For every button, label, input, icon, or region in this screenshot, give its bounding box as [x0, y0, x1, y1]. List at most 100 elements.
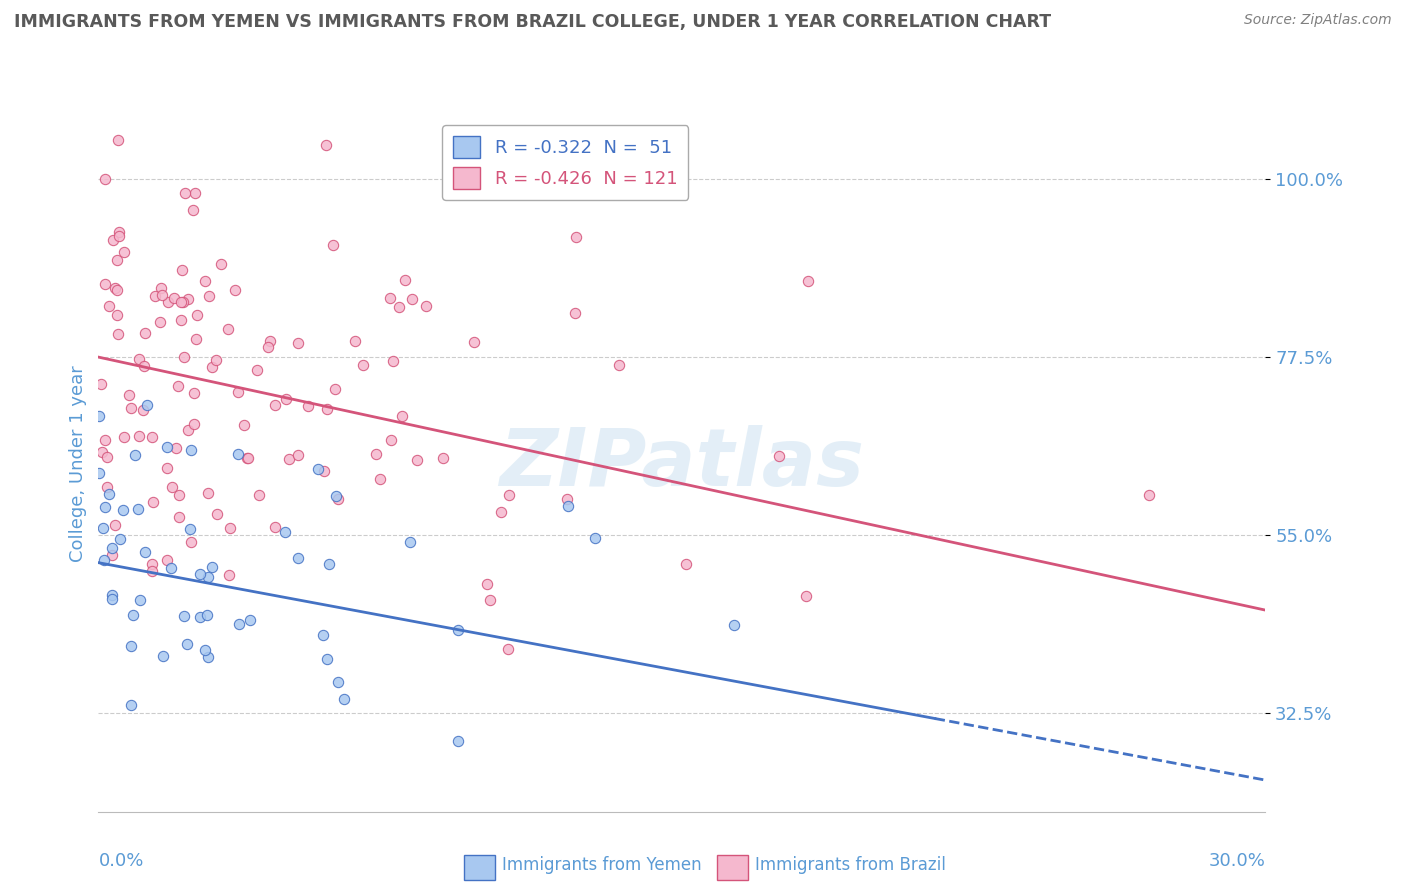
Point — [399, 535, 422, 549]
Point — [184, 332, 207, 346]
Point — [447, 623, 470, 637]
Point — [197, 650, 219, 665]
Point — [165, 441, 187, 455]
Point — [498, 488, 520, 502]
Point — [166, 379, 188, 393]
Point — [233, 418, 256, 433]
Point — [149, 315, 172, 329]
Point — [287, 448, 309, 462]
Point — [141, 564, 163, 578]
Point — [104, 280, 127, 294]
Point — [112, 430, 135, 444]
Point — [107, 228, 129, 243]
Point — [150, 288, 173, 302]
Point — [188, 610, 211, 624]
Point — [564, 306, 586, 320]
Point — [226, 447, 249, 461]
Point — [496, 642, 519, 657]
Point — [156, 553, 179, 567]
Point — [176, 423, 198, 437]
Point — [129, 593, 152, 607]
Point — [105, 252, 128, 267]
Point — [94, 172, 117, 186]
Point — [287, 550, 309, 565]
Point — [128, 429, 150, 443]
Point — [332, 691, 354, 706]
Point — [204, 352, 226, 367]
Point — [112, 244, 135, 259]
Point — [128, 352, 150, 367]
Point — [156, 440, 179, 454]
Point — [557, 499, 579, 513]
Text: Immigrants from Brazil: Immigrants from Brazil — [755, 856, 946, 874]
Point — [322, 238, 344, 252]
Point — [318, 557, 340, 571]
Point — [93, 433, 115, 447]
Point — [172, 294, 194, 309]
Point — [224, 283, 246, 297]
Point — [198, 288, 221, 302]
Point — [141, 429, 163, 443]
Point — [167, 488, 190, 502]
Point — [132, 402, 155, 417]
Point — [127, 502, 149, 516]
Point — [183, 417, 205, 431]
Point — [316, 652, 339, 666]
Point — [177, 293, 200, 307]
Point — [307, 462, 329, 476]
Point — [184, 186, 207, 200]
Point — [312, 464, 335, 478]
Point — [489, 505, 512, 519]
Point — [89, 466, 111, 480]
Point — [120, 401, 142, 415]
Legend: R = -0.322  N =  51, R = -0.426  N = 121: R = -0.322 N = 51, R = -0.426 N = 121 — [443, 125, 688, 200]
Point — [120, 698, 142, 713]
Text: Immigrants from Yemen: Immigrants from Yemen — [502, 856, 702, 874]
Point — [401, 292, 423, 306]
Point — [274, 524, 297, 539]
Point — [93, 553, 115, 567]
Point — [583, 532, 606, 546]
Point — [259, 334, 281, 348]
Point — [194, 643, 217, 657]
Point — [381, 354, 404, 368]
Point — [195, 608, 218, 623]
Point — [380, 291, 402, 305]
Point — [107, 326, 129, 341]
Point — [257, 340, 280, 354]
Point — [238, 451, 260, 466]
Point — [132, 359, 155, 373]
Point — [183, 385, 205, 400]
Point — [118, 387, 141, 401]
Point — [188, 567, 211, 582]
Point — [170, 313, 193, 327]
Point — [209, 257, 232, 271]
Point — [173, 350, 195, 364]
Point — [723, 618, 745, 632]
Point — [197, 485, 219, 500]
Point — [172, 262, 194, 277]
Point — [675, 557, 697, 571]
Point — [181, 202, 204, 217]
Point — [91, 521, 114, 535]
Point — [124, 448, 146, 462]
Point — [201, 360, 224, 375]
Point — [98, 299, 121, 313]
Point — [796, 274, 818, 288]
Point — [94, 500, 117, 515]
Point — [380, 433, 402, 447]
Point — [105, 308, 128, 322]
Point — [112, 503, 135, 517]
Point — [179, 522, 201, 536]
Point — [194, 274, 217, 288]
Point — [264, 398, 287, 412]
Point — [98, 487, 121, 501]
Point — [394, 273, 416, 287]
Point — [101, 549, 124, 563]
Point — [794, 589, 817, 603]
Point — [101, 234, 124, 248]
Point — [312, 627, 335, 641]
Point — [143, 288, 166, 302]
Point — [388, 300, 411, 314]
Point — [247, 488, 270, 502]
